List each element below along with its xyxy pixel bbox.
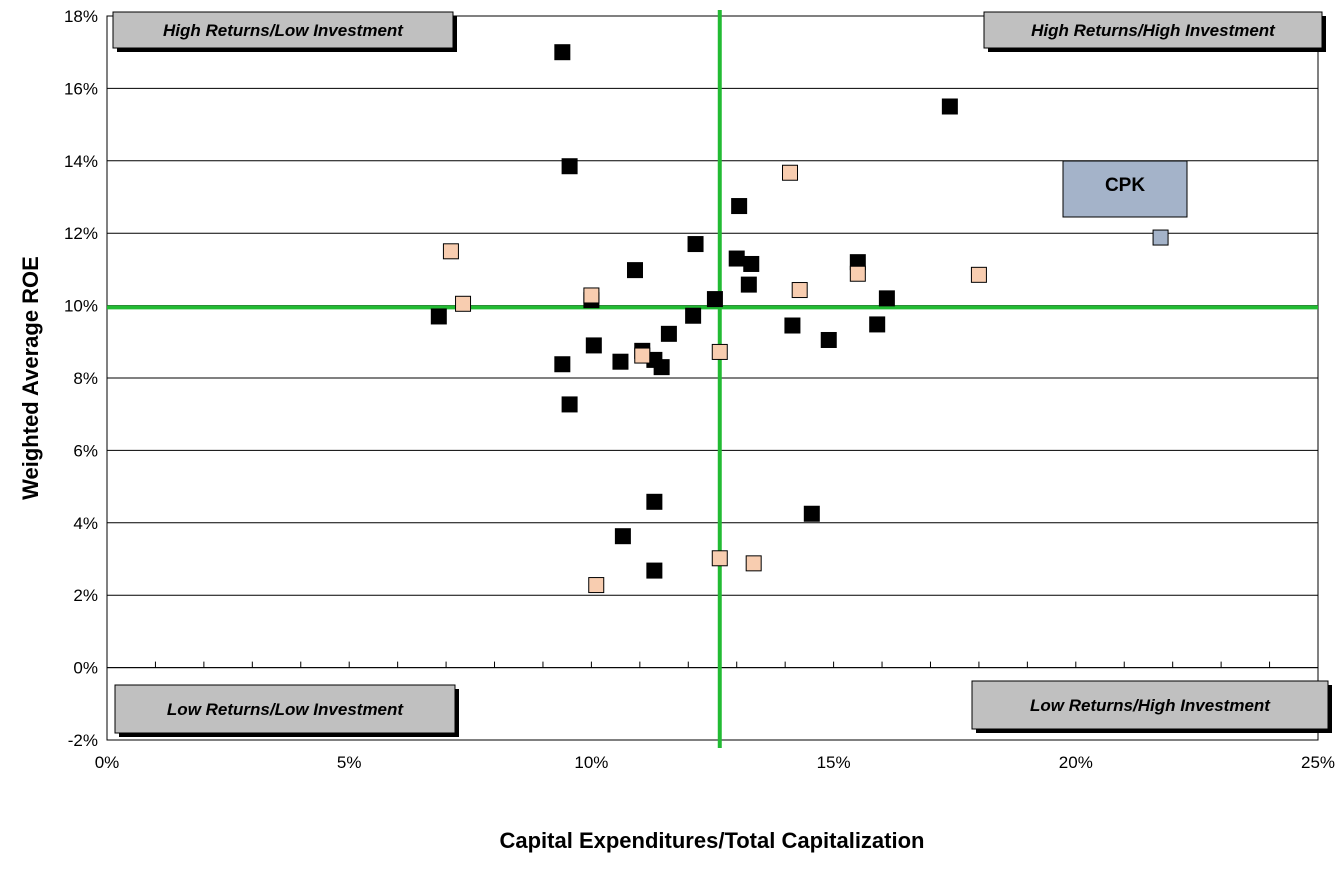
y-axis-title: Weighted Average ROE bbox=[18, 256, 43, 500]
data-point bbox=[561, 396, 578, 413]
data-point bbox=[869, 316, 886, 333]
y-tick-label: 8% bbox=[73, 369, 98, 388]
data-point bbox=[728, 250, 745, 267]
data-point bbox=[791, 282, 808, 299]
data-point bbox=[784, 317, 801, 334]
y-tick-label: 14% bbox=[64, 152, 98, 171]
data-point bbox=[740, 276, 757, 293]
label-box bbox=[983, 11, 1323, 49]
data-point bbox=[614, 528, 631, 545]
data-point bbox=[561, 158, 578, 175]
data-point bbox=[706, 291, 723, 308]
quadrant-label-top-left: High Returns/Low Investment bbox=[112, 11, 457, 52]
data-point bbox=[731, 198, 748, 215]
data-point bbox=[442, 243, 459, 260]
callout-annotation: CPK bbox=[1062, 160, 1188, 218]
y-tick-label: 12% bbox=[64, 224, 98, 243]
data-point bbox=[634, 347, 651, 364]
y-tick-label: 18% bbox=[64, 7, 98, 26]
y-tick-label: 10% bbox=[64, 297, 98, 316]
data-point bbox=[685, 307, 702, 324]
data-point bbox=[430, 308, 447, 325]
data-point bbox=[554, 356, 571, 373]
label-text: High Returns/High Investment bbox=[1031, 21, 1276, 40]
label-box bbox=[112, 11, 454, 49]
callout-box bbox=[1062, 160, 1188, 218]
label-text: Low Returns/Low Investment bbox=[167, 700, 404, 719]
x-tick-label: 10% bbox=[574, 753, 608, 772]
data-point bbox=[711, 343, 728, 360]
quadrant-label-bottom-right: Low Returns/High Investment bbox=[971, 680, 1332, 733]
data-point bbox=[849, 265, 866, 282]
x-tick-label: 0% bbox=[95, 753, 120, 772]
data-point bbox=[653, 359, 670, 376]
y-tick-label: 16% bbox=[64, 79, 98, 98]
data-point bbox=[743, 255, 760, 272]
data-point bbox=[820, 331, 837, 348]
x-tick-label: 5% bbox=[337, 753, 362, 772]
data-point bbox=[588, 577, 605, 594]
y-tick-label: 6% bbox=[73, 441, 98, 460]
label-text: Low Returns/High Investment bbox=[1030, 696, 1271, 715]
y-tick-label: 2% bbox=[73, 586, 98, 605]
callout-text: CPK bbox=[1105, 175, 1145, 196]
data-point bbox=[878, 290, 895, 307]
data-point bbox=[646, 493, 663, 510]
y-tick-label: -2% bbox=[68, 731, 98, 750]
data-point bbox=[687, 236, 704, 253]
y-tick-label: 0% bbox=[73, 659, 98, 678]
plot-area-border bbox=[106, 15, 1319, 741]
data-point bbox=[554, 44, 571, 61]
data-point bbox=[803, 505, 820, 522]
data-point bbox=[970, 266, 987, 283]
quadrant-label-bottom-left: Low Returns/Low Investment bbox=[114, 684, 459, 737]
label-box bbox=[114, 684, 456, 734]
data-point bbox=[745, 555, 762, 572]
data-point bbox=[585, 337, 602, 354]
data-point bbox=[1152, 229, 1169, 246]
x-tick-label: 25% bbox=[1301, 753, 1335, 772]
data-point bbox=[782, 164, 799, 181]
data-point bbox=[941, 98, 958, 115]
data-point bbox=[455, 295, 472, 312]
x-tick-label: 15% bbox=[817, 753, 851, 772]
y-tick-label: 4% bbox=[73, 514, 98, 533]
data-point bbox=[583, 287, 600, 304]
data-point bbox=[711, 550, 728, 567]
label-text: High Returns/Low Investment bbox=[163, 21, 404, 40]
data-point bbox=[612, 353, 629, 370]
data-point bbox=[660, 325, 677, 342]
data-point bbox=[626, 262, 643, 279]
x-axis-title: Capital Expenditures/Total Capitalizatio… bbox=[500, 828, 925, 853]
quadrant-label-top-right: High Returns/High Investment bbox=[983, 11, 1326, 52]
label-box bbox=[971, 680, 1329, 730]
data-point bbox=[646, 562, 663, 579]
x-tick-label: 20% bbox=[1059, 753, 1093, 772]
